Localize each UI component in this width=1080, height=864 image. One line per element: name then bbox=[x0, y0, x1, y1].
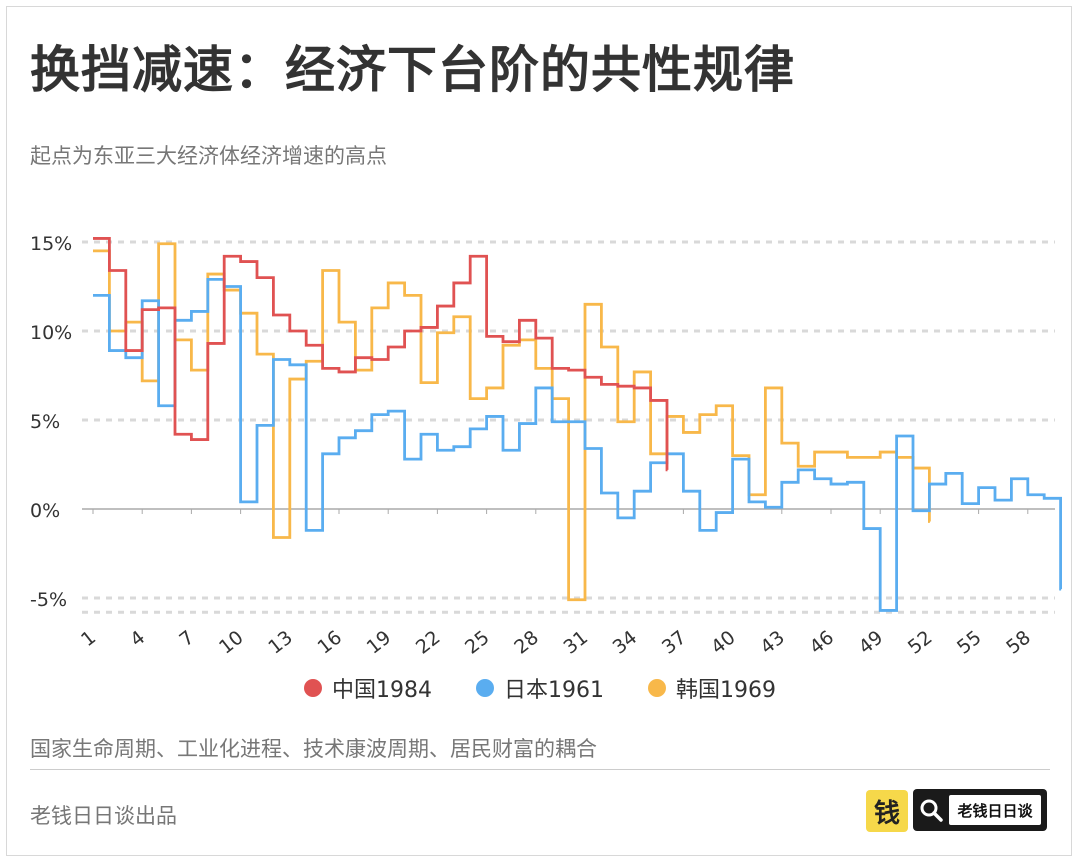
x-tick-label: 28 bbox=[510, 626, 543, 658]
x-tick-label: 37 bbox=[658, 626, 691, 658]
x-tick-label: 49 bbox=[855, 626, 888, 658]
search-brand-label: 老钱日日谈 bbox=[949, 795, 1041, 825]
x-tick-label: 22 bbox=[412, 626, 445, 658]
brand-logo-text: 钱 bbox=[873, 798, 900, 829]
card-frame bbox=[6, 6, 1072, 856]
legend-label-china: 中国1984 bbox=[332, 678, 432, 703]
axis-layer: 15% 10% 5% 0% -5% 1 4 7 10 13 16 19 22 25 28 31 34 37 40 43… bbox=[30, 233, 1055, 659]
legend-label-korea: 韩国1969 bbox=[676, 678, 776, 703]
x-tick-label: 4 bbox=[126, 626, 149, 651]
series-line-0 bbox=[93, 237, 669, 472]
legend-item-korea[interactable]: 韩国1969 bbox=[648, 672, 776, 704]
footnote: 国家生命周期、工业化进程、技术康波周期、居民财富的耦合 bbox=[30, 737, 597, 761]
x-tick-label: 43 bbox=[756, 626, 789, 658]
y-tick-label: 10% bbox=[30, 322, 72, 344]
search-icon bbox=[920, 799, 943, 822]
legend-dot-japan-icon bbox=[476, 679, 494, 697]
legend-item-japan[interactable]: 日本1961 bbox=[476, 672, 604, 704]
legend-dot-china-icon bbox=[304, 679, 322, 697]
series-line-1 bbox=[93, 277, 1062, 612]
chart-subtitle: 起点为东亚三大经济体经济增速的高点 bbox=[30, 144, 387, 168]
divider bbox=[30, 769, 1050, 770]
legend-dot-korea-icon bbox=[648, 679, 666, 697]
chart-title: 换挡减速：经济下台阶的共性规律 bbox=[30, 41, 795, 99]
brand-logo: 钱 bbox=[866, 790, 908, 832]
credit-text: 老钱日日谈出品 bbox=[30, 804, 177, 828]
series-layer bbox=[93, 237, 1062, 612]
legend-label-japan: 日本1961 bbox=[504, 678, 604, 703]
x-tick-label: 58 bbox=[1002, 626, 1035, 658]
x-tick-label: 10 bbox=[215, 626, 248, 658]
y-tick-label: 15% bbox=[30, 233, 72, 255]
x-tick-label: 19 bbox=[363, 626, 396, 658]
x-tick-label: 46 bbox=[805, 626, 838, 658]
x-tick-label: 52 bbox=[904, 626, 937, 658]
x-tick-label: 55 bbox=[953, 626, 986, 658]
x-tick-label: 40 bbox=[707, 626, 740, 658]
x-tick-label: 13 bbox=[264, 626, 297, 658]
x-tick-label: 1 bbox=[77, 626, 100, 651]
y-tick-label: 0% bbox=[30, 500, 60, 522]
y-tick-label: -5% bbox=[30, 589, 67, 611]
y-tick-label: 5% bbox=[30, 411, 60, 433]
x-tick-label: 7 bbox=[175, 626, 198, 651]
series-line-2 bbox=[93, 242, 931, 602]
x-tick-label: 34 bbox=[609, 626, 642, 658]
chart-legend: 中国1984 日本1961 韩国1969 bbox=[0, 672, 1080, 704]
x-tick-label: 16 bbox=[313, 626, 346, 658]
x-tick-label: 31 bbox=[559, 626, 592, 658]
legend-item-china[interactable]: 中国1984 bbox=[304, 672, 432, 704]
search-badge[interactable]: 老钱日日谈 bbox=[913, 789, 1047, 831]
x-tick-label: 25 bbox=[461, 626, 494, 658]
